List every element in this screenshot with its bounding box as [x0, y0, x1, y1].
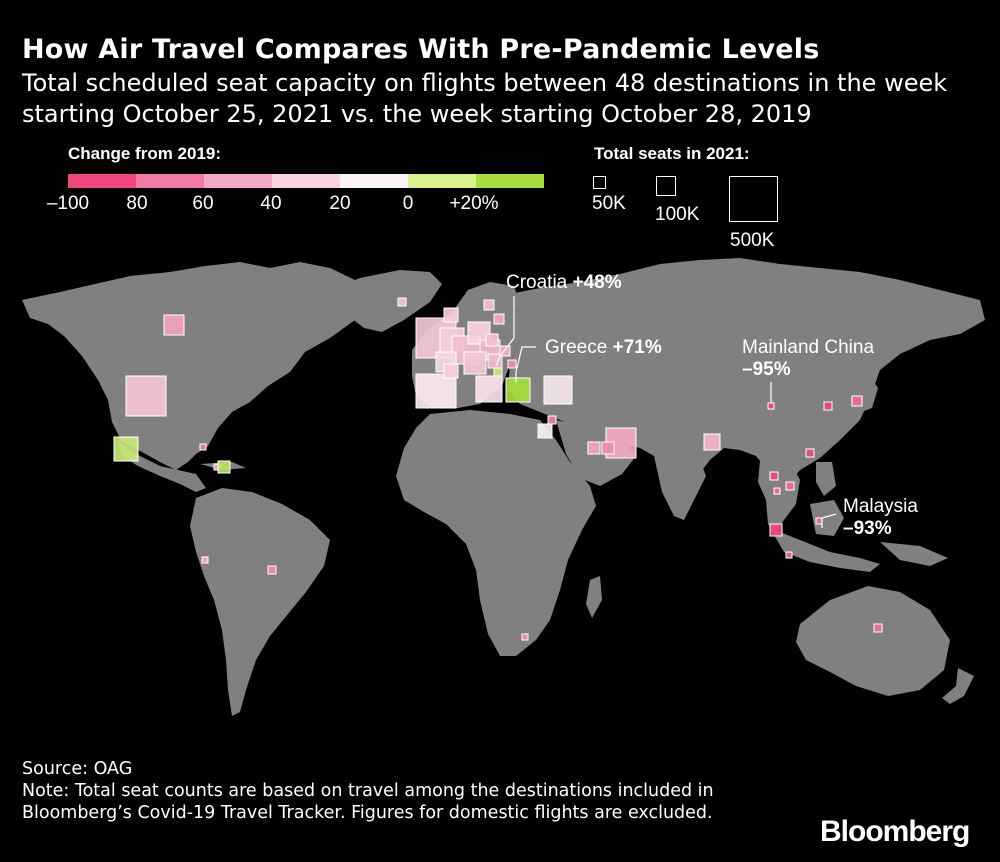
destination-marker	[163, 314, 185, 336]
annotation-croatia-name: Croatia	[506, 272, 568, 293]
destination-marker	[851, 395, 863, 407]
madagascar	[586, 576, 602, 618]
annotation-china-name: Mainland China	[742, 337, 875, 358]
destination-marker	[823, 401, 833, 411]
destination-marker	[547, 415, 557, 425]
australia	[796, 586, 950, 696]
color-legend-swatch	[68, 174, 136, 188]
annotation-malaysia-name: Malaysia	[843, 496, 918, 517]
croatia-leader	[495, 296, 515, 367]
annotation-croatia: Croatia +48%	[506, 272, 622, 294]
india	[654, 452, 706, 520]
destination-marker	[217, 460, 231, 474]
destination-marker	[537, 423, 553, 439]
destination-marker	[467, 321, 491, 345]
destination-marker	[767, 402, 775, 410]
destination-marker	[499, 345, 511, 357]
annotation-malaysia-value: –93%	[843, 518, 892, 539]
philippines	[816, 462, 836, 496]
new-guinea	[880, 542, 948, 566]
malaysia-leader	[821, 513, 837, 528]
borneo	[810, 500, 844, 536]
destination-marker	[201, 556, 209, 564]
color-legend-swatch	[272, 174, 340, 188]
chart-subtitle: Total scheduled seat capacity on flights…	[22, 69, 948, 128]
destination-marker	[463, 351, 487, 375]
new-zealand	[942, 668, 974, 704]
central-america	[118, 442, 206, 492]
color-legend-title: Change from 2019:	[68, 144, 222, 163]
destination-marker	[815, 517, 823, 525]
south-america	[190, 488, 330, 716]
destination-marker	[769, 471, 779, 481]
destination-marker	[601, 441, 615, 455]
annotation-croatia-value: +48%	[572, 272, 622, 293]
size-legend-box-50k	[593, 176, 606, 189]
color-legend-swatch	[340, 174, 408, 188]
size-legend-title: Total seats in 2021:	[594, 144, 750, 163]
color-legend-swatch	[476, 174, 544, 188]
destination-marker	[785, 481, 795, 491]
destination-marker	[443, 363, 459, 379]
chart-title: How Air Travel Compares With Pre-Pandemi…	[22, 34, 820, 65]
color-legend-swatch	[408, 174, 476, 188]
size-legend-box-100k	[656, 176, 676, 196]
destination-marker	[415, 373, 457, 409]
destination-marker	[785, 551, 793, 559]
destination-marker	[475, 375, 503, 403]
destination-marker	[125, 375, 167, 417]
size-legend-box-500k	[729, 176, 778, 222]
annotation-greece-name: Greece	[545, 337, 608, 358]
destination-marker	[483, 299, 495, 311]
greece-leader	[515, 346, 536, 382]
destination-marker	[443, 307, 459, 323]
color-legend-tick: 20	[329, 193, 351, 214]
size-legend-label: 500K	[730, 230, 775, 251]
color-legend-swatch	[204, 174, 272, 188]
indonesia	[770, 528, 880, 572]
north-america	[22, 262, 365, 470]
color-legend-tick: 0	[402, 193, 414, 214]
size-legend-label: 100K	[655, 204, 700, 225]
destination-marker	[493, 313, 505, 325]
color-legend-swatch	[136, 174, 204, 188]
annotation-malaysia: Malaysia –93%	[843, 496, 918, 540]
destination-marker	[485, 333, 499, 347]
destination-marker	[543, 375, 573, 405]
color-legend-tick: 60	[192, 193, 214, 214]
destination-marker	[507, 359, 517, 369]
annotation-greece-value: +71%	[612, 337, 662, 358]
greenland	[330, 270, 442, 332]
asia	[500, 258, 985, 482]
bloomberg-logo: Bloomberg	[820, 815, 970, 848]
annotation-china: Mainland China –95%	[742, 337, 874, 381]
color-legend-tick: 40	[260, 193, 282, 214]
destination-marker	[769, 523, 783, 537]
destination-marker	[397, 297, 407, 307]
destination-marker	[199, 443, 207, 451]
africa	[396, 410, 596, 656]
annotation-china-value: –95%	[742, 359, 791, 380]
destination-marker	[805, 448, 815, 458]
destination-marker	[493, 367, 503, 377]
destination-marker	[521, 633, 529, 641]
footnote: Note: Total seat counts are based on tra…	[22, 781, 714, 823]
size-legend-label: 50K	[592, 193, 626, 214]
destination-marker	[505, 377, 531, 403]
destination-marker	[267, 565, 277, 575]
color-legend-tick: +20%	[449, 193, 499, 214]
color-legend-tick: 80	[126, 193, 148, 214]
annotation-greece: Greece +71%	[545, 337, 662, 359]
destination-marker	[773, 487, 781, 495]
indochina	[758, 460, 800, 534]
destination-marker	[703, 433, 721, 451]
destination-marker	[873, 623, 883, 633]
source-note: Source: OAG	[22, 759, 133, 779]
color-legend-tick: –100	[46, 193, 90, 214]
destination-marker	[587, 441, 601, 455]
destination-marker	[113, 436, 139, 462]
